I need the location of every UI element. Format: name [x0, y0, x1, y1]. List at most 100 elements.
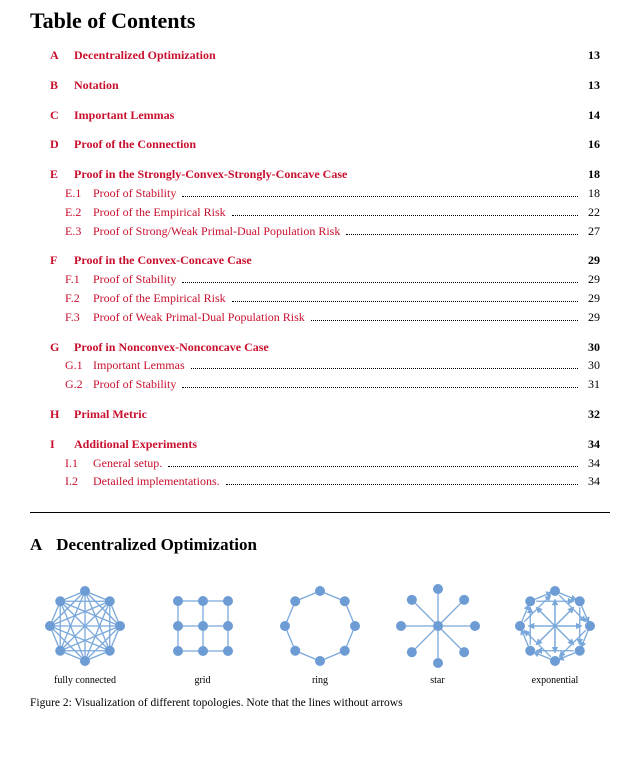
toc-dots — [232, 301, 578, 302]
toc-sub-label[interactable]: G.2 — [65, 376, 93, 393]
topology-ring: ring — [265, 581, 375, 686]
toc-section-text[interactable]: Proof of the Connection — [74, 136, 196, 153]
table-of-contents: ADecentralized Optimization 13 BNotation 13… — [30, 47, 610, 490]
toc-page-number[interactable]: 13 — [582, 47, 600, 64]
toc-section: BNotation 13 — [50, 77, 600, 94]
toc-page-number[interactable]: 31 — [582, 376, 600, 393]
toc-section-label[interactable]: C — [50, 107, 74, 124]
topology-star: star — [383, 581, 493, 686]
toc-sub-text[interactable]: Proof of Stability — [93, 271, 176, 288]
toc-section: IAdditional Experiments 34 — [50, 436, 600, 453]
toc-page-number[interactable]: 29 — [582, 309, 600, 326]
toc-page-number[interactable]: 30 — [582, 339, 600, 356]
toc-subsection: E.1Proof of Stability 18 — [65, 185, 600, 202]
toc-sub-text[interactable]: Proof of Stability — [93, 185, 176, 202]
toc-dots — [168, 466, 578, 467]
toc-sub-text[interactable]: Detailed implementations. — [93, 473, 220, 490]
toc-page-number[interactable]: 29 — [582, 271, 600, 288]
toc-section-label[interactable]: E — [50, 166, 74, 183]
toc-sub-label[interactable]: F.1 — [65, 271, 93, 288]
toc-section: GProof in Nonconvex-Nonconcave Case 30 — [50, 339, 600, 356]
toc-section-label[interactable]: H — [50, 406, 74, 423]
toc-section: ADecentralized Optimization 13 — [50, 47, 600, 64]
toc-sub-label[interactable]: I.2 — [65, 473, 93, 490]
toc-sub-label[interactable]: F.2 — [65, 290, 93, 307]
toc-section-label[interactable]: G — [50, 339, 74, 356]
toc-section-label[interactable]: F — [50, 252, 74, 269]
toc-subsection: G.1Important Lemmas 30 — [65, 357, 600, 374]
toc-page-number[interactable]: 13 — [582, 77, 600, 94]
section-label: A — [30, 535, 42, 555]
toc-sub-text[interactable]: Proof of Strong/Weak Primal-Dual Populat… — [93, 223, 340, 240]
toc-subsection: I.2Detailed implementations. 34 — [65, 473, 600, 490]
toc-title: Table of Contents — [30, 8, 610, 34]
toc-dots — [346, 234, 578, 235]
toc-subsection: F.2Proof of the Empirical Risk 29 — [65, 290, 600, 307]
toc-section-label[interactable]: D — [50, 136, 74, 153]
toc-dots — [182, 196, 578, 197]
toc-page-number[interactable]: 14 — [582, 107, 600, 124]
topology-caption: fully connected — [54, 675, 116, 686]
toc-sub-label[interactable]: E.2 — [65, 204, 93, 221]
toc-section-text[interactable]: Additional Experiments — [74, 436, 197, 453]
toc-section: DProof of the Connection 16 — [50, 136, 600, 153]
toc-subsection: I.1General setup. 34 — [65, 455, 600, 472]
toc-sub-label[interactable]: F.3 — [65, 309, 93, 326]
topology-exponential: exponential — [500, 581, 610, 686]
toc-page-number[interactable]: 34 — [582, 436, 600, 453]
toc-page-number[interactable]: 22 — [582, 204, 600, 221]
toc-sub-text[interactable]: Proof of the Empirical Risk — [93, 204, 226, 221]
toc-sub-text[interactable]: General setup. — [93, 455, 162, 472]
topology-caption: grid — [194, 675, 210, 686]
section-title-text: Decentralized Optimization — [56, 535, 257, 554]
toc-section: FProof in the Convex-Concave Case 29 — [50, 252, 600, 269]
toc-page-number[interactable]: 34 — [582, 455, 600, 472]
toc-section: HPrimal Metric 32 — [50, 406, 600, 423]
toc-section-text[interactable]: Decentralized Optimization — [74, 47, 216, 64]
toc-section-text[interactable]: Notation — [74, 77, 119, 94]
toc-sub-label[interactable]: I.1 — [65, 455, 93, 472]
toc-section-label[interactable]: A — [50, 47, 74, 64]
toc-subsection: F.1Proof of Stability 29 — [65, 271, 600, 288]
toc-sub-label[interactable]: E.1 — [65, 185, 93, 202]
toc-section-text[interactable]: Proof in Nonconvex-Nonconcave Case — [74, 339, 269, 356]
toc-page-number[interactable]: 29 — [582, 252, 600, 269]
toc-dots — [191, 368, 578, 369]
toc-page-number[interactable]: 29 — [582, 290, 600, 307]
topology-fully: fully connected — [30, 581, 140, 686]
toc-section-text[interactable]: Proof in the Convex-Concave Case — [74, 252, 252, 269]
toc-sub-text[interactable]: Proof of the Empirical Risk — [93, 290, 226, 307]
toc-subsection: E.3Proof of Strong/Weak Primal-Dual Popu… — [65, 223, 600, 240]
figure-caption: Figure 2: Visualization of different top… — [30, 696, 610, 712]
topology-caption: ring — [312, 675, 328, 686]
toc-section-text[interactable]: Proof in the Strongly-Convex-Strongly-Co… — [74, 166, 347, 183]
toc-page-number[interactable]: 32 — [582, 406, 600, 423]
toc-sub-label[interactable]: G.1 — [65, 357, 93, 374]
toc-dots — [226, 484, 578, 485]
toc-sub-label[interactable]: E.3 — [65, 223, 93, 240]
toc-section-text[interactable]: Primal Metric — [74, 406, 147, 423]
toc-page-number[interactable]: 27 — [582, 223, 600, 240]
toc-page-number[interactable]: 18 — [582, 166, 600, 183]
toc-section: CImportant Lemmas 14 — [50, 107, 600, 124]
toc-page-number[interactable]: 34 — [582, 473, 600, 490]
toc-section: EProof in the Strongly-Convex-Strongly-C… — [50, 166, 600, 183]
toc-page-number[interactable]: 30 — [582, 357, 600, 374]
section-divider — [30, 512, 610, 513]
toc-sub-text[interactable]: Important Lemmas — [93, 357, 185, 374]
toc-page-number[interactable]: 16 — [582, 136, 600, 153]
topology-grid: grid — [148, 581, 258, 686]
toc-subsection: G.2Proof of Stability 31 — [65, 376, 600, 393]
toc-sub-text[interactable]: Proof of Stability — [93, 376, 176, 393]
toc-sub-text[interactable]: Proof of Weak Primal-Dual Population Ris… — [93, 309, 305, 326]
topology-graph-row: fully connected grid ring starexponential — [30, 581, 610, 686]
toc-section-label[interactable]: I — [50, 436, 74, 453]
toc-section-label[interactable]: B — [50, 77, 74, 94]
toc-subsection: E.2Proof of the Empirical Risk 22 — [65, 204, 600, 221]
toc-page-number[interactable]: 18 — [582, 185, 600, 202]
toc-dots — [182, 387, 578, 388]
toc-section-text[interactable]: Important Lemmas — [74, 107, 174, 124]
toc-dots — [232, 215, 578, 216]
section-heading: A Decentralized Optimization — [30, 535, 610, 555]
toc-dots — [311, 320, 578, 321]
